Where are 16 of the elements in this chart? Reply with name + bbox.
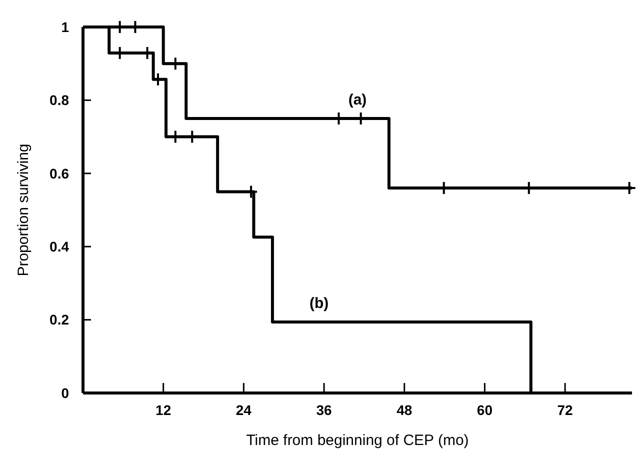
- x-tick-label: 36: [316, 402, 332, 418]
- x-tick-label: 48: [396, 402, 412, 418]
- y-tick-label: 0.8: [50, 92, 70, 108]
- x-tick-label: 12: [156, 402, 172, 418]
- x-tick-label: 72: [557, 402, 574, 418]
- y-tick-label: 0: [61, 384, 70, 401]
- y-tick-label: 0.4: [50, 238, 70, 254]
- annotation: (a): [348, 92, 367, 108]
- y-tick-label: 0.6: [50, 165, 70, 182]
- x-tick-label: 24: [236, 402, 252, 418]
- y-tick-label: 1: [61, 18, 70, 35]
- x-axis-title: Time from beginning of CEP (mo): [246, 432, 469, 449]
- y-tick-label: 0.2: [50, 312, 70, 328]
- y-axis-title: Proportion surviving: [15, 144, 32, 276]
- x-tick-label: 60: [476, 402, 493, 418]
- annotation: (b): [309, 294, 329, 312]
